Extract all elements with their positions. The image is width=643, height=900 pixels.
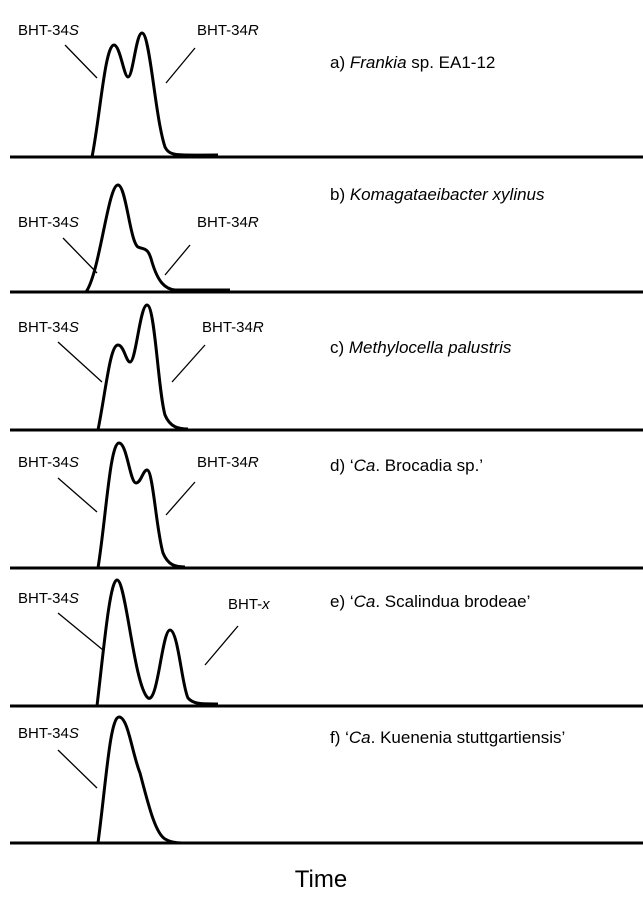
leader-line [57, 749, 98, 789]
text-part: BHT-34 [18, 590, 69, 607]
peak-label: BHT-x [228, 596, 270, 613]
x-axis-label: Time [295, 866, 347, 893]
panel-title: b) Komagataeibacter xylinus [330, 185, 545, 204]
leader-line [204, 625, 239, 666]
text-part: BHT-34 [202, 319, 253, 336]
text-part: S [69, 22, 79, 39]
text-part: Ca [354, 592, 376, 611]
panel: BHT-34S BHT-34R b) Komagataeibacter xyli… [10, 183, 643, 294]
text-part: b) [330, 185, 350, 204]
panel: BHT-34S BHT-34R c) Methylocella palustri… [10, 303, 643, 432]
chromatogram [84, 183, 230, 293]
text-part: x [261, 596, 270, 613]
peak-label: BHT-34S [18, 319, 79, 336]
panel-title: e) ‘Ca. Scalindua brodeae’ [330, 592, 530, 611]
peak-label: BHT-34S [18, 22, 79, 39]
chromatogram [96, 303, 189, 431]
panel: BHT-34S BHT-34R d) ‘Ca. Brocadia sp.’ [10, 441, 643, 570]
text-part: a) [330, 53, 350, 72]
chromatogram [96, 715, 183, 845]
peak-label: BHT-34S [18, 214, 79, 231]
peak-label: BHT-34R [202, 319, 264, 336]
leader-line [164, 244, 191, 276]
text-part: R [248, 22, 259, 39]
text-part: f) ‘ [330, 728, 349, 747]
text-part: S [69, 214, 79, 231]
text-part: S [69, 319, 79, 336]
text-part: . Brocadia sp.’ [375, 456, 483, 475]
leader-line [165, 47, 196, 84]
text-part: BHT-34 [197, 454, 248, 471]
peak-label: BHT-34R [197, 22, 259, 39]
panel-title: d) ‘Ca. Brocadia sp.’ [330, 456, 483, 475]
text-part: Frankia [350, 53, 407, 72]
panel-title: c) Methylocella palustris [330, 338, 512, 357]
text-part: BHT-34 [18, 454, 69, 471]
leader-line [57, 612, 104, 651]
text-part: sp. EA1-12 [407, 53, 496, 72]
text-part: Komagataeibacter xylinus [350, 185, 545, 204]
leader-line [62, 237, 98, 274]
panel: BHT-34S f) ‘Ca. Kuenenia stuttgartiensis… [10, 715, 643, 845]
text-part: BHT-34 [197, 22, 248, 39]
peak-label: BHT-34S [18, 454, 79, 471]
text-part: c) [330, 338, 349, 357]
leader-line [57, 477, 98, 513]
panel-title: f) ‘Ca. Kuenenia stuttgartiensis’ [330, 728, 565, 747]
text-part: . Kuenenia stuttgartiensis’ [371, 728, 566, 747]
text-part: BHT-34 [18, 319, 69, 336]
text-part: R [253, 319, 264, 336]
panel-title: a) Frankia sp. EA1-12 [330, 53, 495, 72]
text-part: R [248, 214, 259, 231]
leader-line [57, 341, 103, 383]
text-part: e) ‘ [330, 592, 354, 611]
chromatogram [90, 31, 219, 158]
text-part: Ca [349, 728, 371, 747]
leader-line [165, 481, 196, 516]
text-part: BHT-34 [18, 214, 69, 231]
chromatogram [96, 441, 186, 569]
chromatogram [95, 578, 219, 707]
panel: BHT-34S BHT-x e) ‘Ca. Scalindua brodeae’ [10, 578, 643, 708]
text-part: R [248, 454, 259, 471]
peak-label: BHT-34S [18, 725, 79, 742]
panel: BHT-34S BHT-34R a) Frankia sp. EA1-12 [10, 22, 643, 159]
leader-line [171, 344, 206, 383]
leader-line [64, 44, 98, 79]
text-part: S [69, 725, 79, 742]
peak-label: BHT-34R [197, 214, 259, 231]
text-part: S [69, 590, 79, 607]
text-part: . Scalindua brodeae’ [375, 592, 530, 611]
text-part: Methylocella palustris [349, 338, 512, 357]
text-part: Ca [354, 456, 376, 475]
peak-label: BHT-34S [18, 590, 79, 607]
text-part: S [69, 454, 79, 471]
text-part: BHT-34 [18, 725, 69, 742]
text-part: BHT-34 [18, 22, 69, 39]
text-part: BHT-34 [197, 214, 248, 231]
text-part: BHT- [228, 596, 262, 613]
text-part: d) ‘ [330, 456, 354, 475]
peak-label: BHT-34R [197, 454, 259, 471]
